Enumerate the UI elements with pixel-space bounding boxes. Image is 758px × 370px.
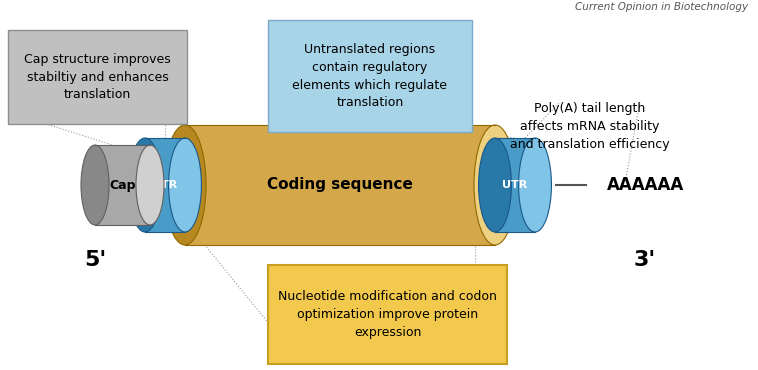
FancyBboxPatch shape [8,30,187,124]
Ellipse shape [168,138,202,232]
Ellipse shape [164,125,206,245]
Text: Coding sequence: Coding sequence [267,178,413,192]
Ellipse shape [478,138,512,232]
Text: Poly(A) tail length
affects mRNA stability
and translation efficiency: Poly(A) tail length affects mRNA stabili… [510,102,670,151]
Ellipse shape [136,145,164,225]
FancyBboxPatch shape [268,265,507,364]
Text: Cap: Cap [109,178,136,192]
Ellipse shape [81,145,109,225]
Text: 5': 5' [84,250,106,270]
Text: Cap structure improves
stabiltiy and enhances
translation: Cap structure improves stabiltiy and enh… [24,53,171,101]
Text: UTR: UTR [152,180,177,190]
FancyBboxPatch shape [495,138,535,232]
FancyBboxPatch shape [145,138,185,232]
FancyBboxPatch shape [185,125,495,245]
Text: Current Opinion in Biotechnology: Current Opinion in Biotechnology [575,2,748,12]
Text: UTR: UTR [503,180,528,190]
Ellipse shape [474,125,516,245]
FancyBboxPatch shape [95,145,150,225]
Text: 3': 3' [634,250,656,270]
Text: AAAAAA: AAAAAA [606,176,684,194]
Text: Nucleotide modification and codon
optimization improve protein
expression: Nucleotide modification and codon optimi… [278,290,497,339]
FancyBboxPatch shape [268,20,472,132]
Text: Untranslated regions
contain regulatory
elements which regulate
translation: Untranslated regions contain regulatory … [293,43,447,110]
Ellipse shape [129,138,161,232]
Ellipse shape [518,138,552,232]
